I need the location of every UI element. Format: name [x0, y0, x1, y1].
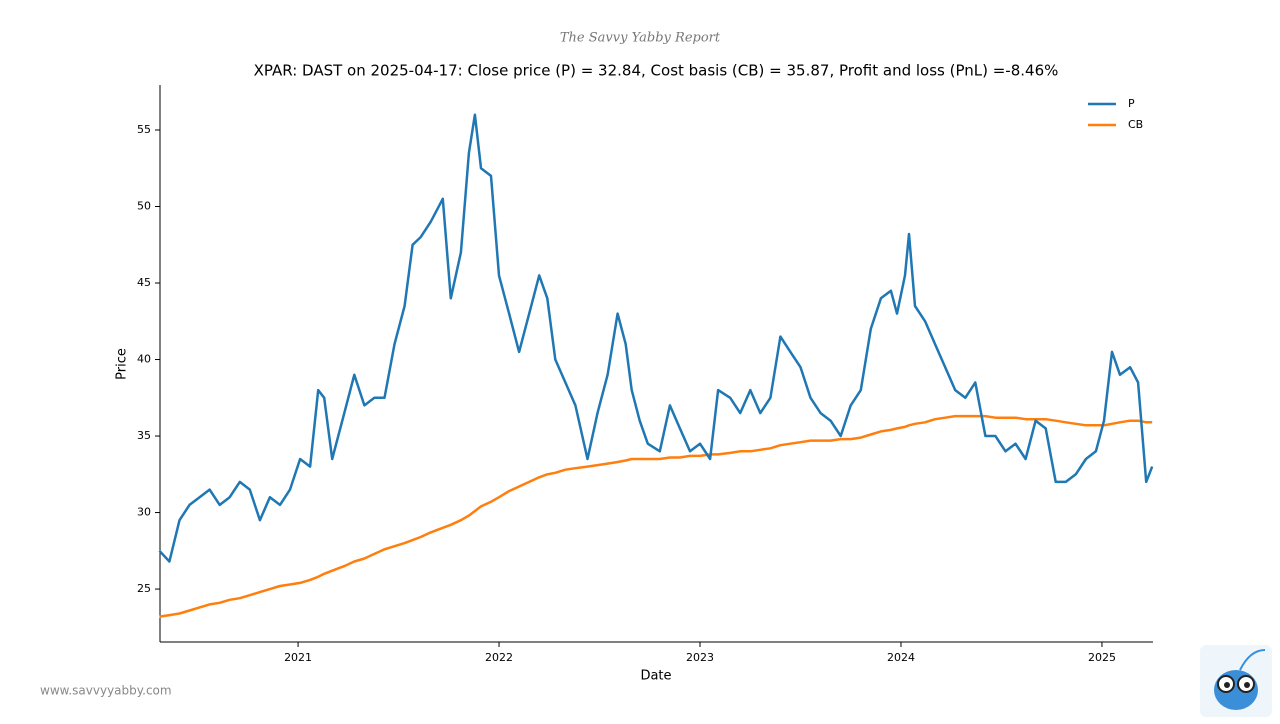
- line-series: [159, 414, 1153, 618]
- y-tick-label: 55: [137, 123, 151, 136]
- legend-label: P: [1128, 97, 1135, 110]
- y-tick-label: 25: [137, 582, 151, 595]
- y-tick-label: 50: [137, 199, 151, 212]
- x-tick-label: 2022: [485, 651, 513, 664]
- logo: [1200, 645, 1272, 717]
- chart-title: XPAR: DAST on 2025-04-17: Close price (P…: [254, 62, 1059, 80]
- x-tick-label: 2025: [1088, 651, 1116, 664]
- x-axis-label: Date: [640, 669, 671, 684]
- y-tick-label: 35: [137, 429, 151, 442]
- footer: www.savvyyabby.com: [40, 684, 172, 698]
- y-tick-label: 40: [137, 353, 151, 366]
- x-tick-label: 2024: [887, 651, 915, 664]
- y-tick-label: 45: [137, 276, 151, 289]
- chart-subtitle: The Savvy Yabby Report: [560, 31, 721, 46]
- line-series: [158, 113, 1154, 563]
- x-tick-label: 2023: [686, 651, 714, 664]
- legend: P CB: [1088, 97, 1143, 131]
- x-tick-label: 2021: [284, 651, 312, 664]
- y-tick-label: 30: [137, 506, 151, 519]
- y-axis-label: Price: [115, 348, 130, 380]
- legend-label: CB: [1128, 118, 1143, 131]
